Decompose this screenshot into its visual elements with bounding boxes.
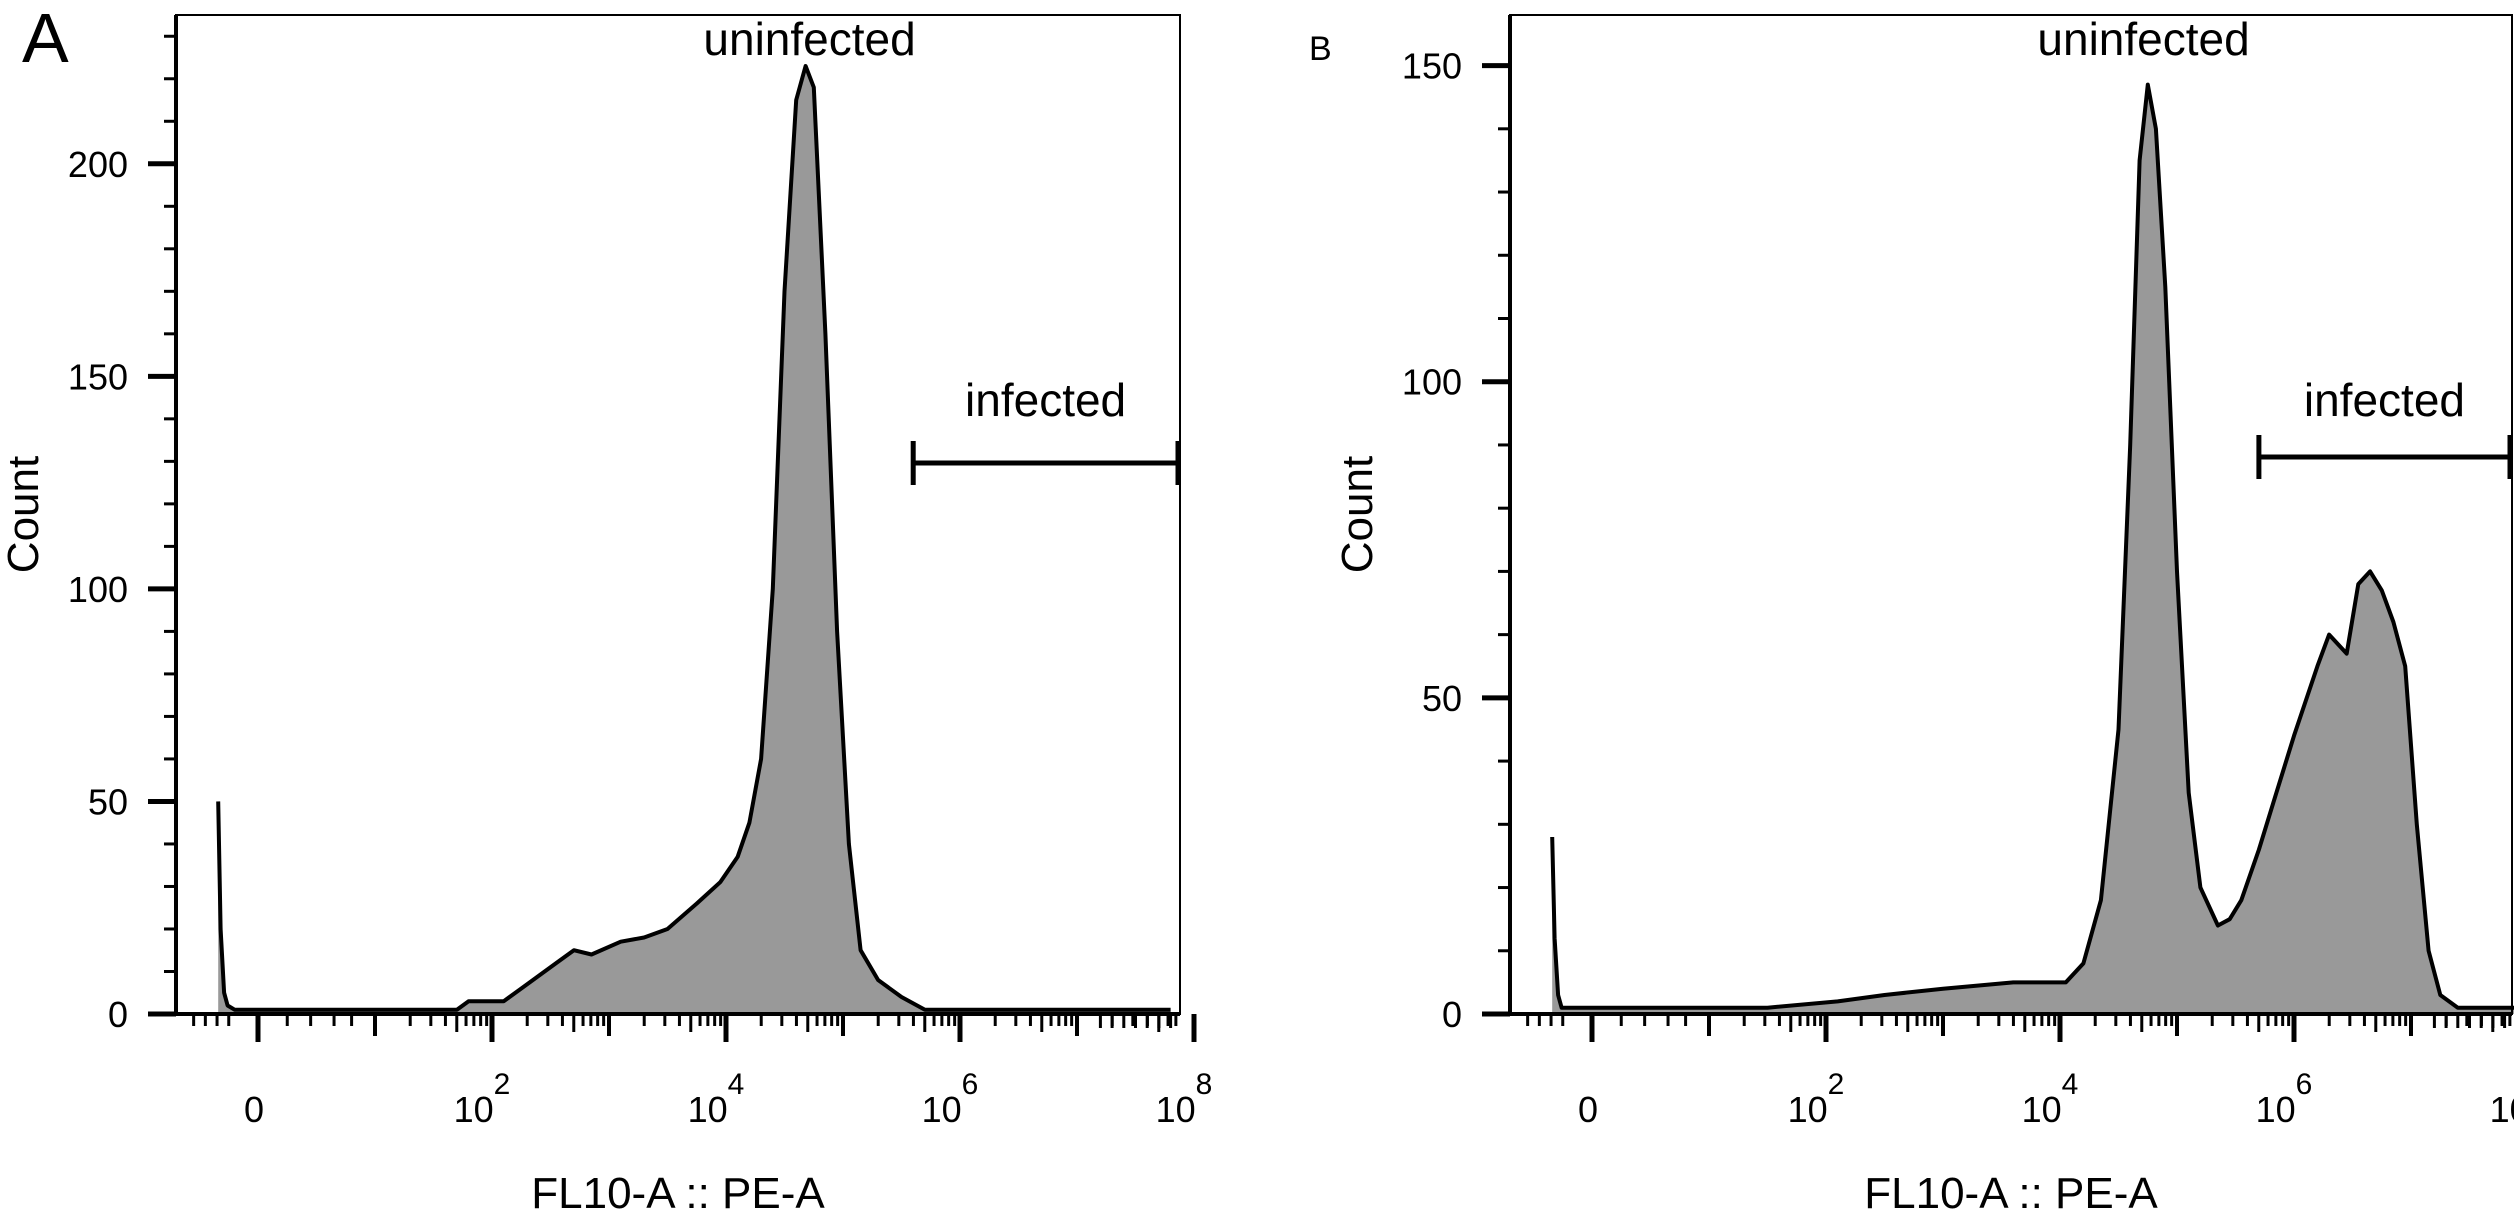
x-tick-base: 10 — [688, 1089, 728, 1130]
y-axis-title: Count — [0, 456, 48, 573]
y-tick-label: 50 — [1422, 678, 1462, 719]
x-tick-label: 0 — [244, 1089, 264, 1130]
x-tick-label: 108 — [1156, 1068, 1213, 1130]
histogram-line — [1550, 82, 2514, 1010]
x-tick-exponent: 2 — [494, 1068, 511, 1101]
y-tick-label: 100 — [1402, 362, 1462, 403]
y-tick-label: 0 — [108, 994, 128, 1035]
x-tick-label: 106 — [922, 1068, 979, 1130]
x-tick-base: 10 — [1788, 1089, 1828, 1130]
x-tick-base: 10 — [2490, 1089, 2514, 1130]
x-tick-base: 10 — [2022, 1089, 2062, 1130]
plot-frame — [175, 14, 1181, 1015]
x-tick-label: 0 — [1578, 1089, 1598, 1130]
histogram-line — [216, 64, 1171, 1012]
infected-label: infected — [2304, 374, 2465, 426]
x-tick-label: 102 — [454, 1068, 511, 1130]
x-tick-label: 104 — [688, 1068, 745, 1130]
x-tick-base: 10 — [2256, 1089, 2296, 1130]
x-tick-base: 10 — [1156, 1089, 1196, 1130]
x-tick-label: 102 — [1788, 1068, 1845, 1130]
y-tick-label: 100 — [68, 569, 128, 610]
y-tick-label: 0 — [1442, 994, 1462, 1035]
x-tick-exponent: 4 — [2062, 1068, 2079, 1101]
x-tick-label: 108 — [2490, 1068, 2514, 1130]
panel-label: B — [1309, 30, 1332, 68]
histogram-fill — [218, 66, 1171, 1014]
panel-label: A — [22, 0, 69, 77]
infected-label: infected — [965, 374, 1126, 426]
x-tick-exponent: 6 — [2296, 1068, 2313, 1101]
x-tick-exponent: 2 — [1828, 1068, 1845, 1101]
y-tick-label: 150 — [68, 356, 128, 397]
uninfected-label: uninfected — [703, 13, 915, 65]
y-tick-label: 150 — [1402, 46, 1462, 87]
x-axis-title: FL10-A :: PE-A — [531, 1169, 825, 1218]
x-tick-exponent: 8 — [1196, 1068, 1213, 1101]
y-axis-title: Count — [1333, 456, 1382, 573]
x-tick-exponent: 4 — [728, 1068, 745, 1101]
x-tick-base: 10 — [454, 1089, 494, 1130]
x-axis-title: FL10-A :: PE-A — [1864, 1169, 2158, 1218]
x-tick-label: 104 — [2022, 1068, 2079, 1130]
uninfected-label: uninfected — [2037, 13, 2249, 65]
histogram-fill — [1552, 84, 2514, 1014]
x-tick-label: 106 — [2256, 1068, 2313, 1130]
y-tick-label: 50 — [88, 781, 128, 822]
y-tick-label: 200 — [68, 144, 128, 185]
x-tick-base: 10 — [922, 1089, 962, 1130]
x-tick-exponent: 6 — [962, 1068, 979, 1101]
panel-b: B0501001500102104106108FL10-A :: PE-ACou… — [1309, 13, 2514, 1218]
